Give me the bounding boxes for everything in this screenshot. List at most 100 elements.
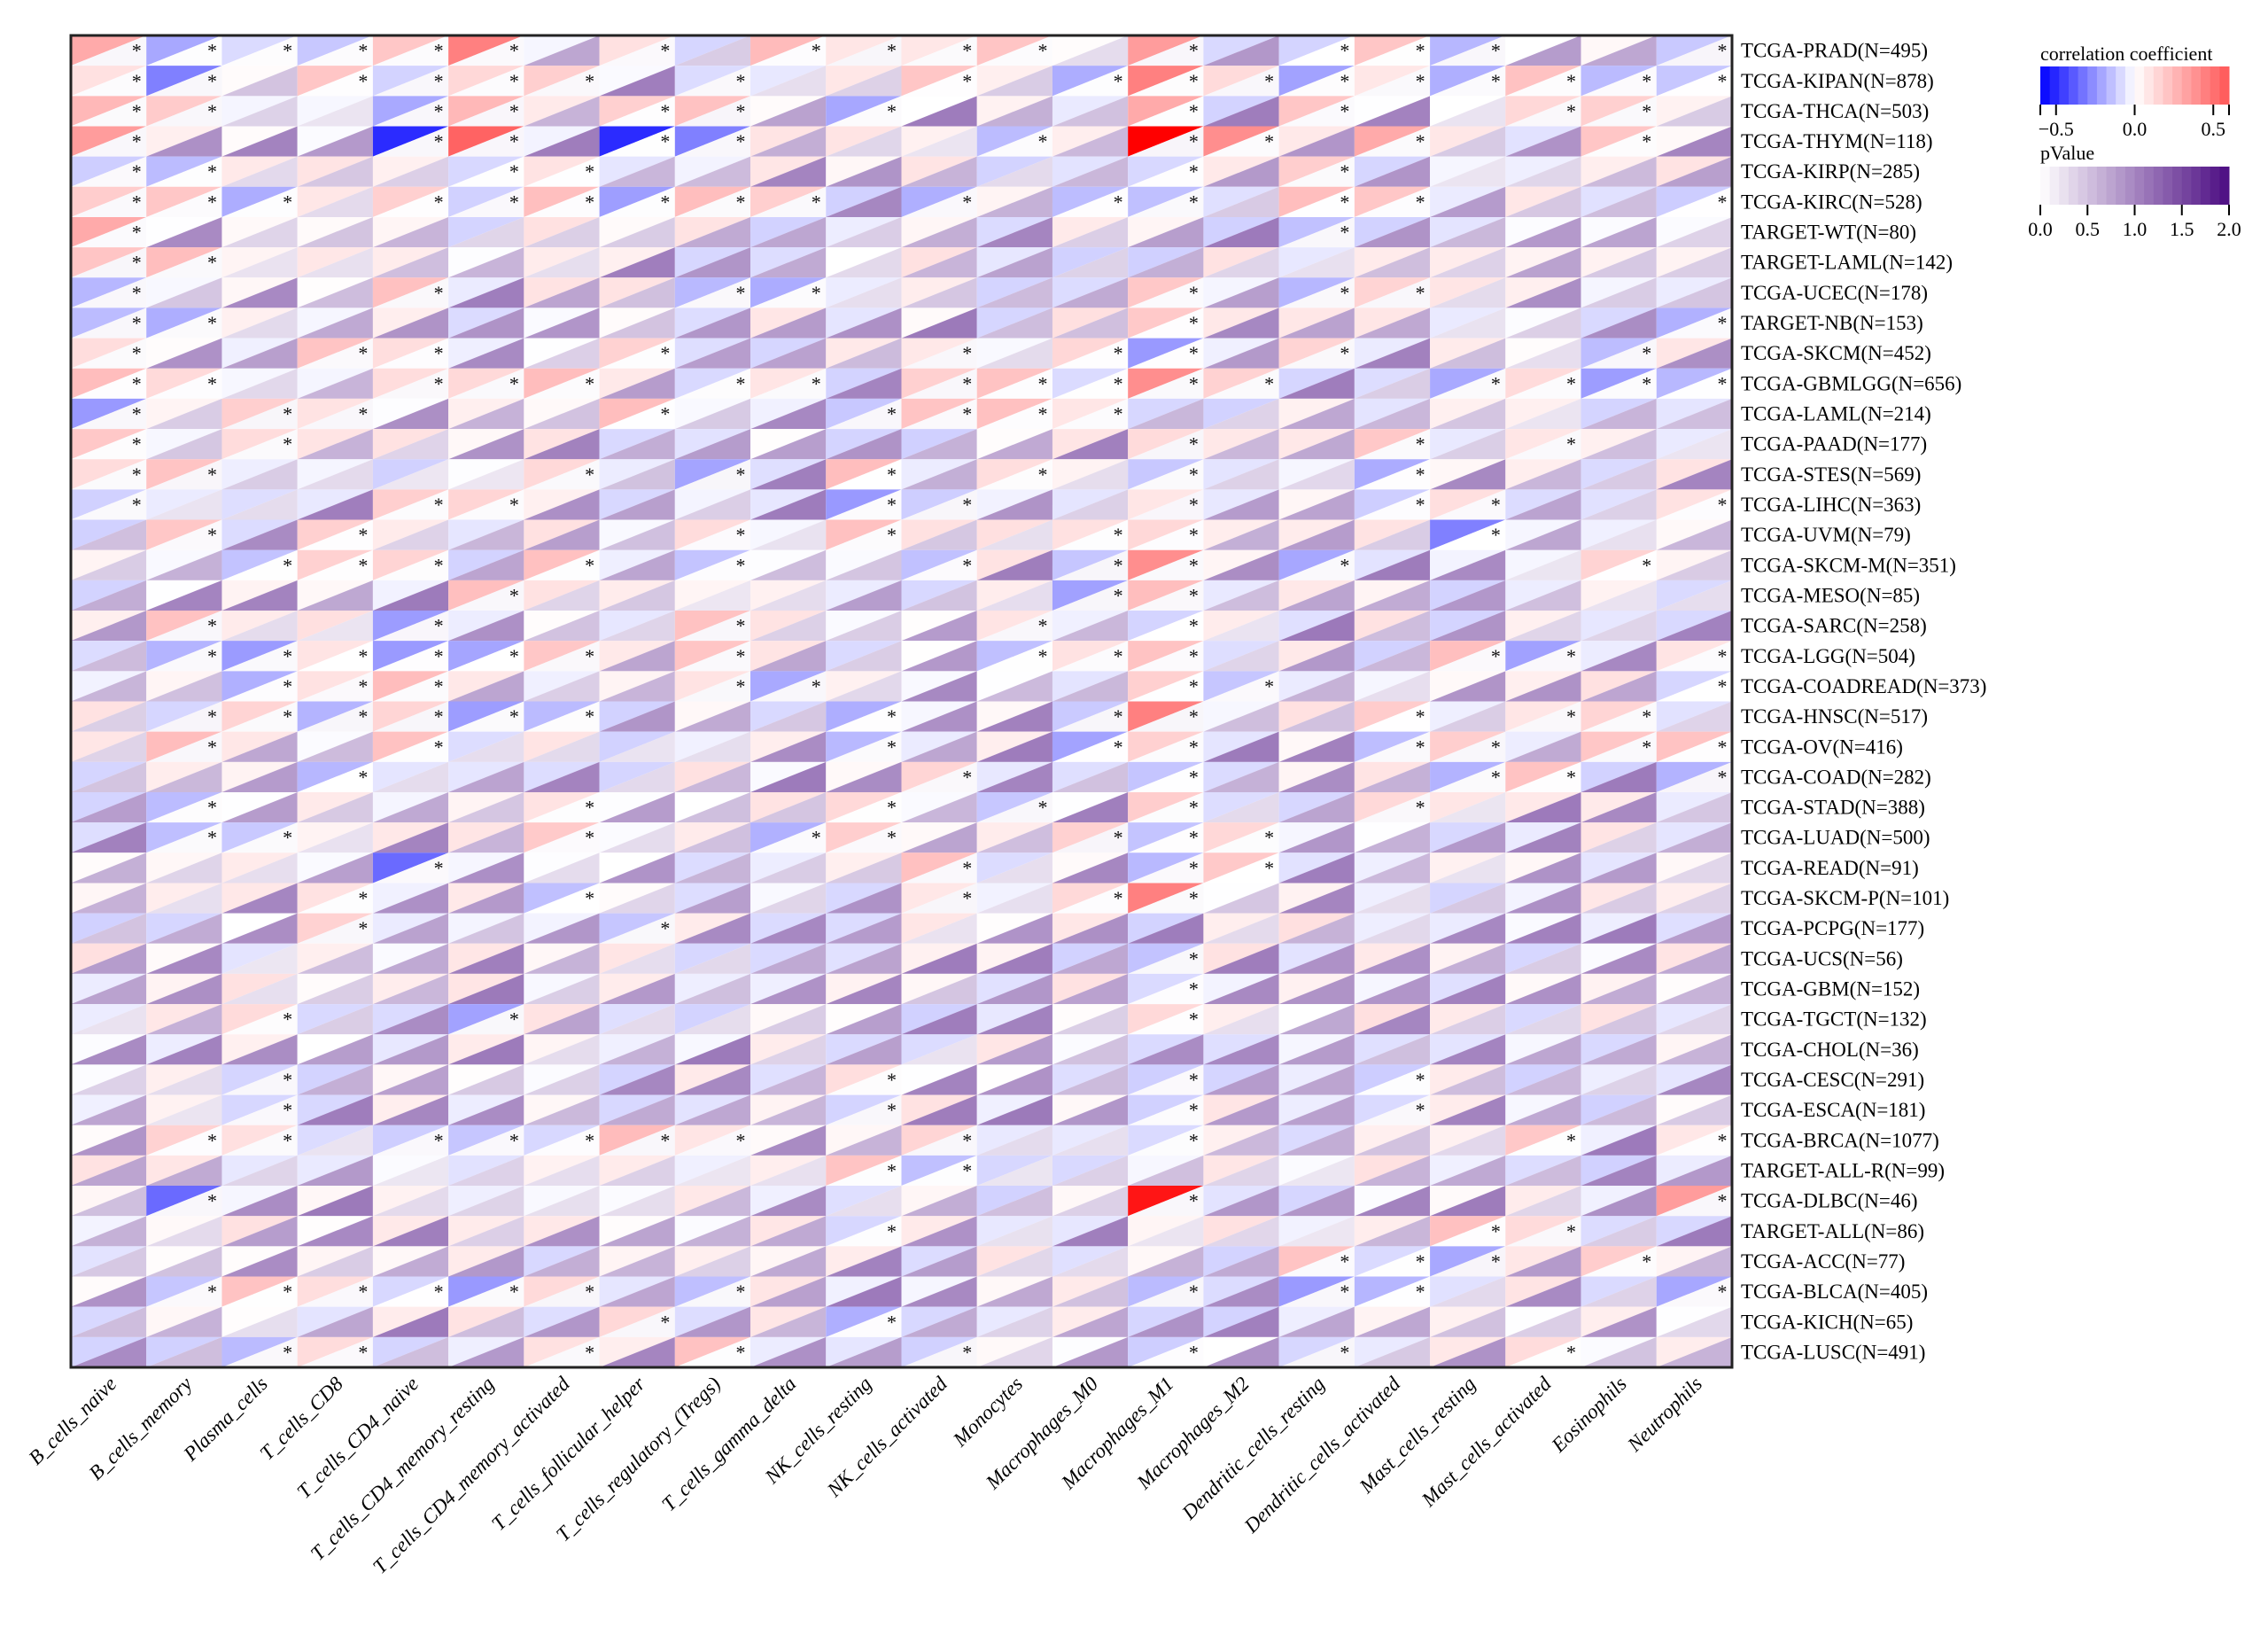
pvalue-triangle [1203, 1306, 1279, 1337]
correlation-triangle [524, 943, 600, 974]
correlation-triangle [674, 338, 751, 369]
correlation-triangle [1656, 549, 1732, 580]
heatmap-cell [146, 126, 222, 157]
heatmap-cell [448, 580, 524, 611]
heatmap-cell [1203, 35, 1279, 66]
correlation-triangle [146, 883, 222, 914]
heatmap-cell [901, 277, 977, 308]
pvalue-triangle [1505, 519, 1581, 550]
pvalue-triangle [1278, 580, 1355, 611]
pvalue-triangle [1581, 791, 1657, 823]
correlation-triangle [826, 368, 902, 399]
pvalue-triangle [1430, 1155, 1506, 1187]
heatmap-cell [1278, 1064, 1355, 1095]
pvalue-triangle [750, 1276, 827, 1307]
heatmap-cell [674, 156, 751, 187]
heatmap-cell [826, 1306, 902, 1337]
heatmap-cell [976, 1034, 1052, 1065]
heatmap-cell [750, 1186, 827, 1217]
tick-label: 0.5 [2076, 218, 2101, 240]
correlation-triangle [297, 459, 373, 490]
significance-star: * [358, 70, 368, 92]
correlation-triangle [221, 156, 298, 187]
pvalue-triangle [1581, 1336, 1657, 1367]
heatmap-cell [1656, 1186, 1732, 1217]
heatmap-cell [1203, 307, 1279, 339]
pvalue-triangle [1052, 883, 1129, 914]
pvalue-triangle [1278, 186, 1355, 217]
heatmap-cell [901, 1336, 977, 1367]
heatmap-cell [297, 701, 373, 732]
pvalue-triangle [1581, 429, 1657, 460]
significance-star: * [509, 1281, 519, 1303]
correlation-triangle [1430, 368, 1506, 399]
pvalue-triangle [750, 611, 827, 642]
colorbar-segment [2153, 66, 2163, 105]
heatmap-cell [146, 1216, 222, 1247]
heatmap-cell [599, 96, 675, 127]
correlation-triangle [976, 822, 1052, 853]
pvalue-triangle [1505, 1186, 1581, 1217]
significance-star: * [1340, 191, 1349, 213]
heatmap-cell [901, 429, 977, 460]
pvalue-triangle [524, 1125, 600, 1156]
heatmap-cell [71, 307, 147, 339]
pvalue-triangle [1656, 611, 1732, 642]
heatmap-cell [297, 549, 373, 580]
correlation-triangle [750, 338, 827, 369]
heatmap-cell [1505, 489, 1581, 520]
correlation-triangle [674, 1094, 751, 1125]
pvalue-colorbar-ticks: 0.0 0.5 1.0 1.5 2.0 [2028, 205, 2241, 240]
correlation-triangle [1128, 1276, 1204, 1307]
colorbar-segment [2144, 167, 2155, 205]
pvalue-triangle [1505, 1125, 1581, 1156]
pvalue-triangle [146, 549, 222, 580]
heatmap-cell [674, 368, 751, 399]
pvalue-triangle [976, 247, 1052, 278]
pvalue-triangle [1203, 1186, 1279, 1217]
correlation-triangle [297, 701, 373, 732]
correlation-triangle [221, 307, 298, 339]
heatmap-cell [976, 883, 1052, 914]
heatmap-cell [221, 1336, 298, 1367]
correlation-triangle [976, 398, 1052, 430]
correlation-triangle [448, 1125, 524, 1156]
correlation-triangle [524, 277, 600, 308]
pvalue-triangle [1505, 641, 1581, 672]
heatmap-cell [1128, 913, 1204, 944]
pvalue-triangle [826, 96, 902, 127]
pvalue-triangle [1203, 519, 1279, 550]
correlation-triangle [1203, 913, 1279, 944]
heatmap-cell [826, 156, 902, 187]
heatmap-cell [221, 973, 298, 1005]
pvalue-triangle [524, 519, 600, 550]
pvalue-triangle [524, 761, 600, 792]
significance-star: * [1718, 736, 1728, 758]
pvalue-triangle [674, 126, 751, 157]
pvalue-triangle [1203, 1276, 1279, 1307]
pvalue-triangle [1278, 913, 1355, 944]
pvalue-triangle [372, 277, 449, 308]
pvalue-triangle [524, 1336, 600, 1367]
correlation-triangle [1128, 1004, 1204, 1035]
heatmap-cell [1505, 429, 1581, 460]
heatmap-cell [901, 1306, 977, 1337]
correlation-triangle [524, 883, 600, 914]
heatmap-cell [524, 307, 600, 339]
correlation-triangle [1354, 489, 1431, 520]
heatmap-cell [448, 883, 524, 914]
correlation-triangle [750, 1276, 827, 1307]
pvalue-triangle [71, 611, 147, 642]
row-label: TCGA-DLBC(N=46) [1741, 1190, 1918, 1212]
correlation-triangle [1505, 338, 1581, 369]
pvalue-triangle [1128, 549, 1204, 580]
significance-star: * [887, 1220, 897, 1242]
heatmap-cell [976, 731, 1052, 762]
heatmap-cell [674, 611, 751, 642]
pvalue-triangle [599, 519, 675, 550]
heatmap-cell [448, 66, 524, 97]
pvalue-triangle [146, 701, 222, 732]
correlation-triangle [750, 307, 827, 339]
pvalue-triangle [1354, 761, 1431, 792]
pvalue-triangle [297, 186, 373, 217]
